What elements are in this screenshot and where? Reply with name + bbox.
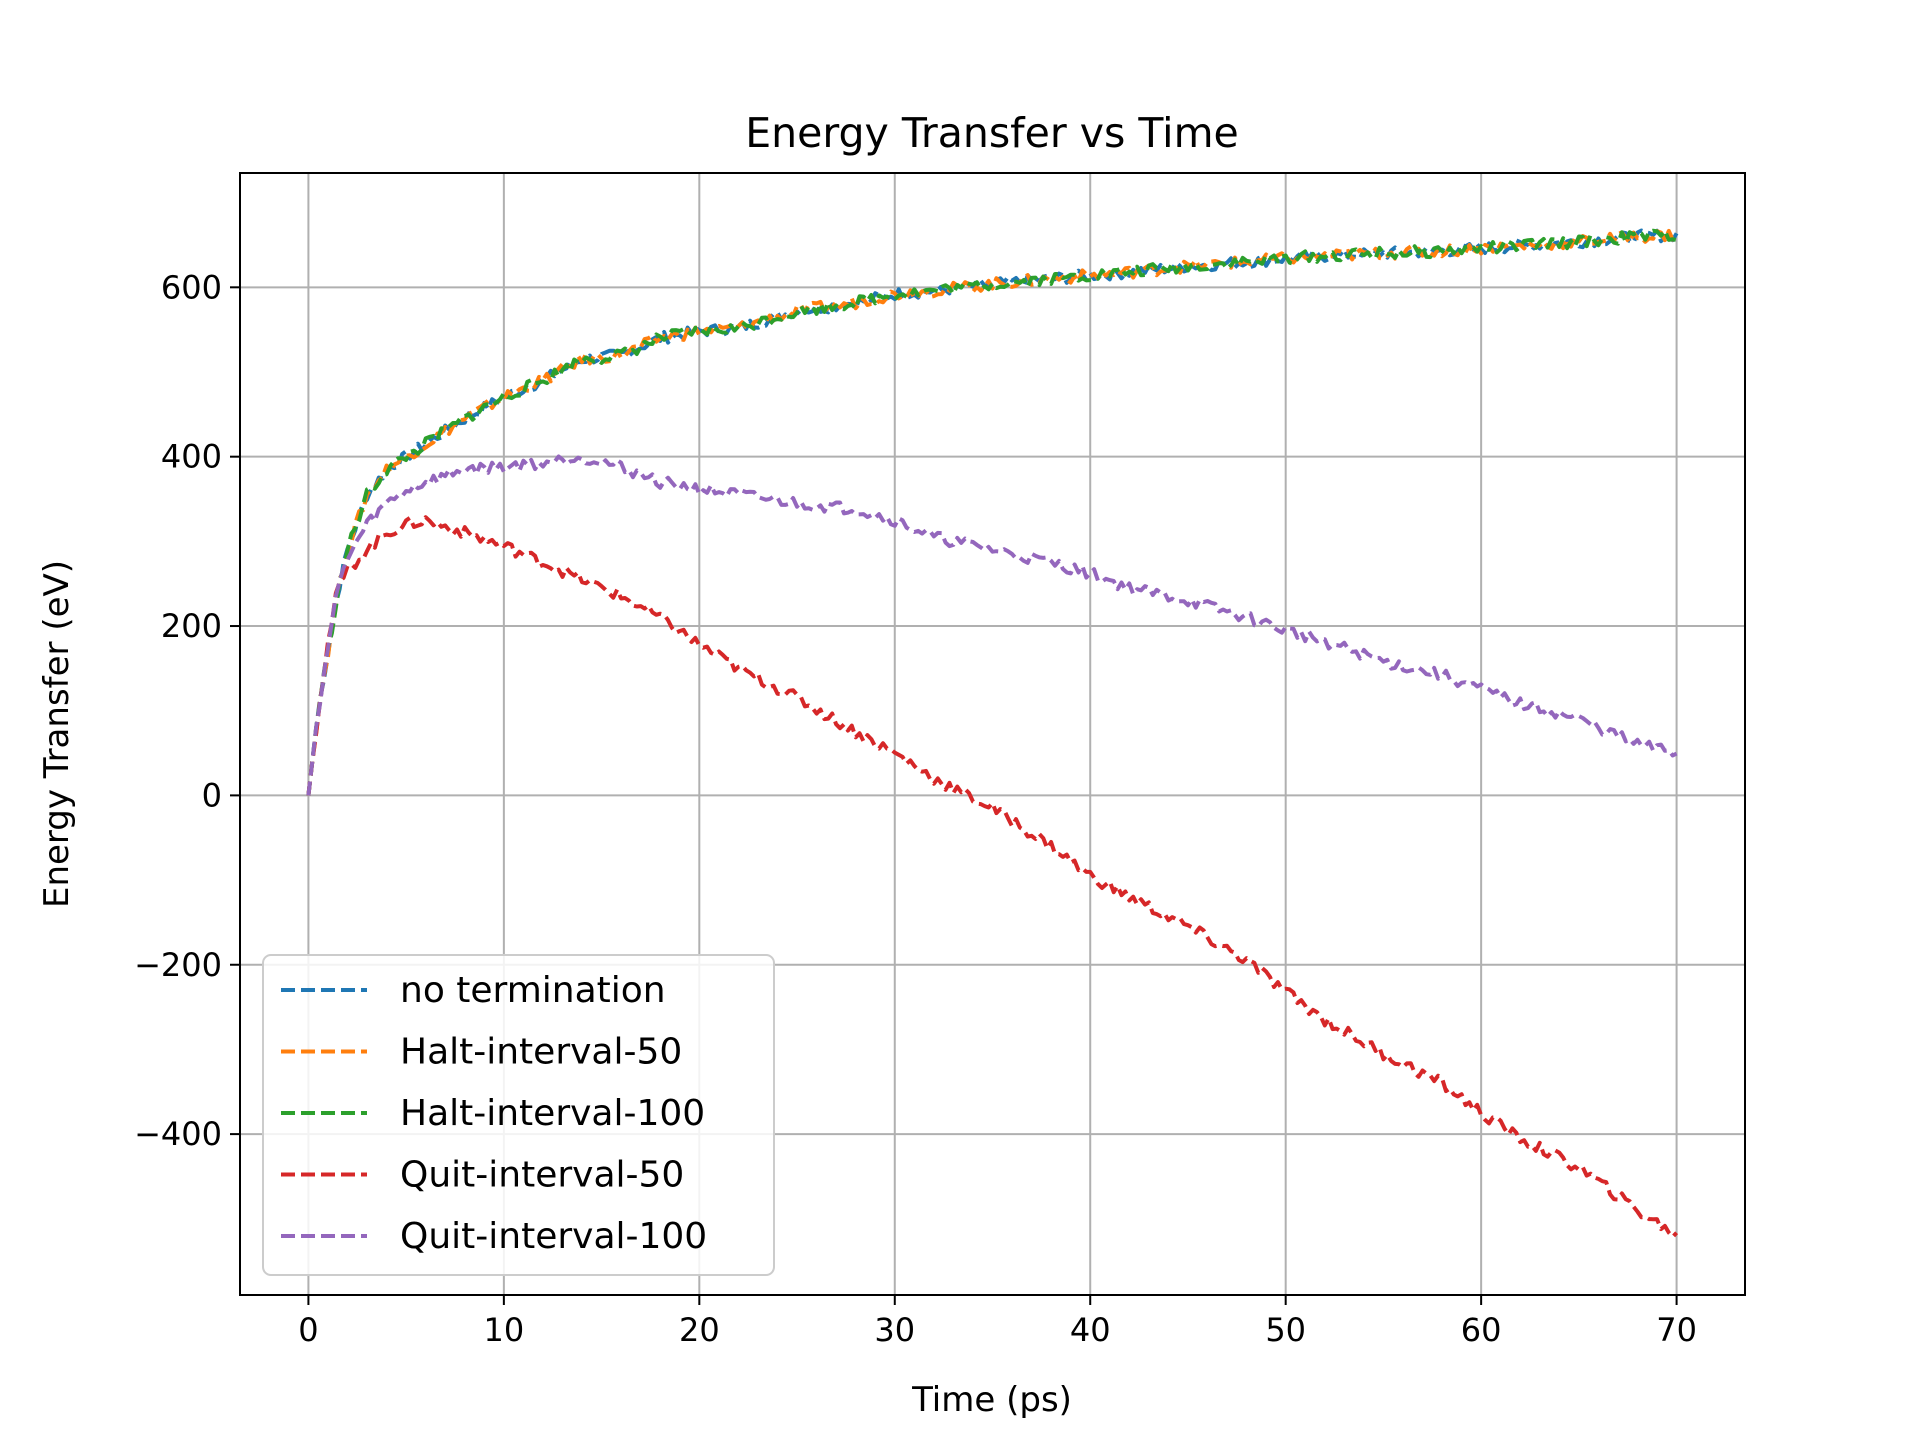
legend: no termination Halt-interval-50 Halt-inter… <box>262 954 775 1276</box>
x-tick-label: 30 <box>874 1311 915 1349</box>
legend-label: Halt-interval-100 <box>400 1093 705 1134</box>
legend-label: Quit-interval-50 <box>400 1155 684 1196</box>
x-tick-label: 40 <box>1070 1311 1111 1349</box>
axis-ticks: 0 10 20 30 40 50 60 70 −400 −200 0 200 400 600 <box>134 268 1697 1349</box>
series-line-quit-interval-50 <box>306 515 1679 1239</box>
y-axis-title: Energy Transfer (eV) <box>37 560 77 908</box>
legend-box <box>262 954 775 1276</box>
x-axis-title: Time (ps) <box>911 1380 1072 1420</box>
x-tick-label: 0 <box>298 1311 318 1349</box>
y-tick-label: 0 <box>202 776 222 814</box>
y-tick-label: 400 <box>161 438 222 476</box>
chart-title: Energy Transfer vs Time <box>745 109 1238 157</box>
x-tick-label: 20 <box>679 1311 720 1349</box>
y-tick-label: 600 <box>161 268 222 306</box>
y-tick-label: 200 <box>161 607 222 645</box>
legend-label: no termination <box>400 970 666 1011</box>
series-line-halt-interval-100 <box>306 228 1678 796</box>
x-tick-label: 10 <box>484 1311 525 1349</box>
legend-label: Quit-interval-100 <box>400 1216 707 1257</box>
series-line-quit-interval-100 <box>306 454 1678 796</box>
y-tick-label: −400 <box>134 1115 222 1153</box>
series-lines <box>306 228 1679 1239</box>
legend-label: Halt-interval-50 <box>400 1032 682 1073</box>
x-tick-label: 50 <box>1265 1311 1306 1349</box>
plot-area-frame <box>239 172 1746 1296</box>
y-tick-label: −200 <box>134 946 222 984</box>
x-tick-label: 60 <box>1461 1311 1502 1349</box>
x-tick-label: 70 <box>1656 1311 1697 1349</box>
